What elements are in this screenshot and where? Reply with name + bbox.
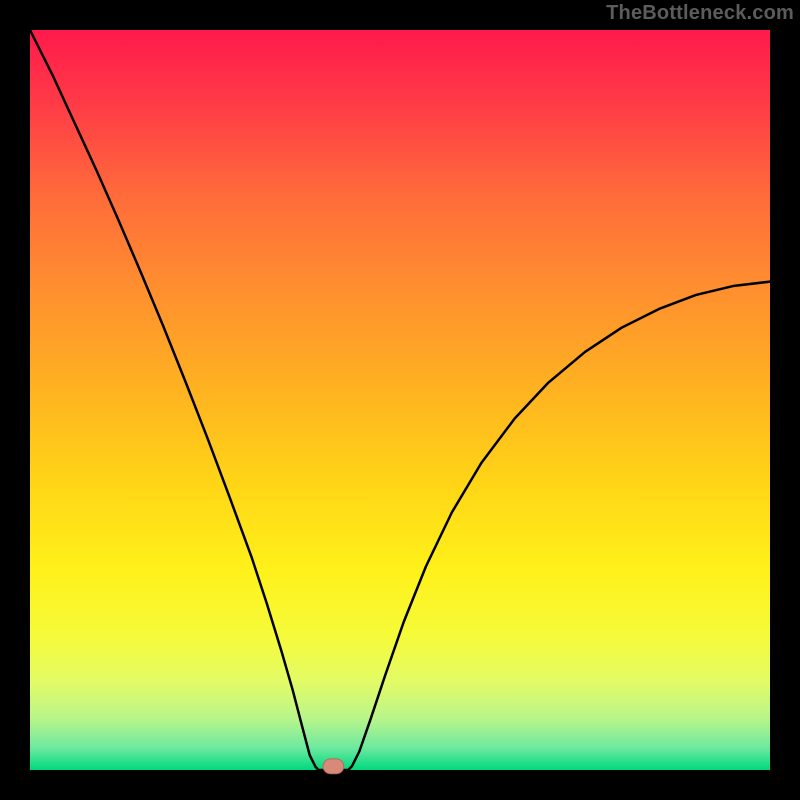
chart-canvas: TheBottleneck.com	[0, 0, 800, 800]
bottleneck-curve-chart	[0, 0, 800, 800]
plot-background	[30, 30, 770, 770]
minimum-marker	[323, 759, 344, 774]
watermark-text: TheBottleneck.com	[606, 2, 794, 25]
